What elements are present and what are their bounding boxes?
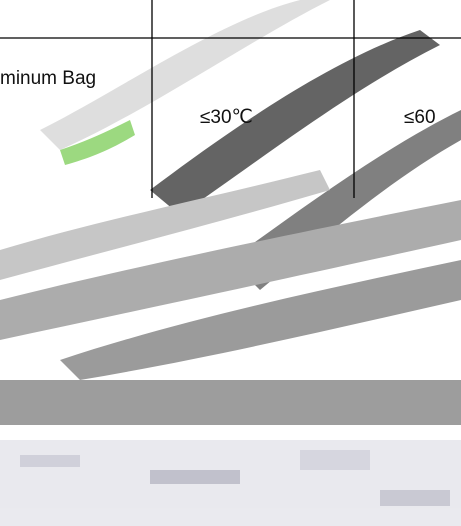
table-cell: ≤30℃	[200, 107, 253, 128]
table-cell: minum Bag	[0, 68, 96, 89]
table-cell: ≤60	[404, 107, 436, 128]
